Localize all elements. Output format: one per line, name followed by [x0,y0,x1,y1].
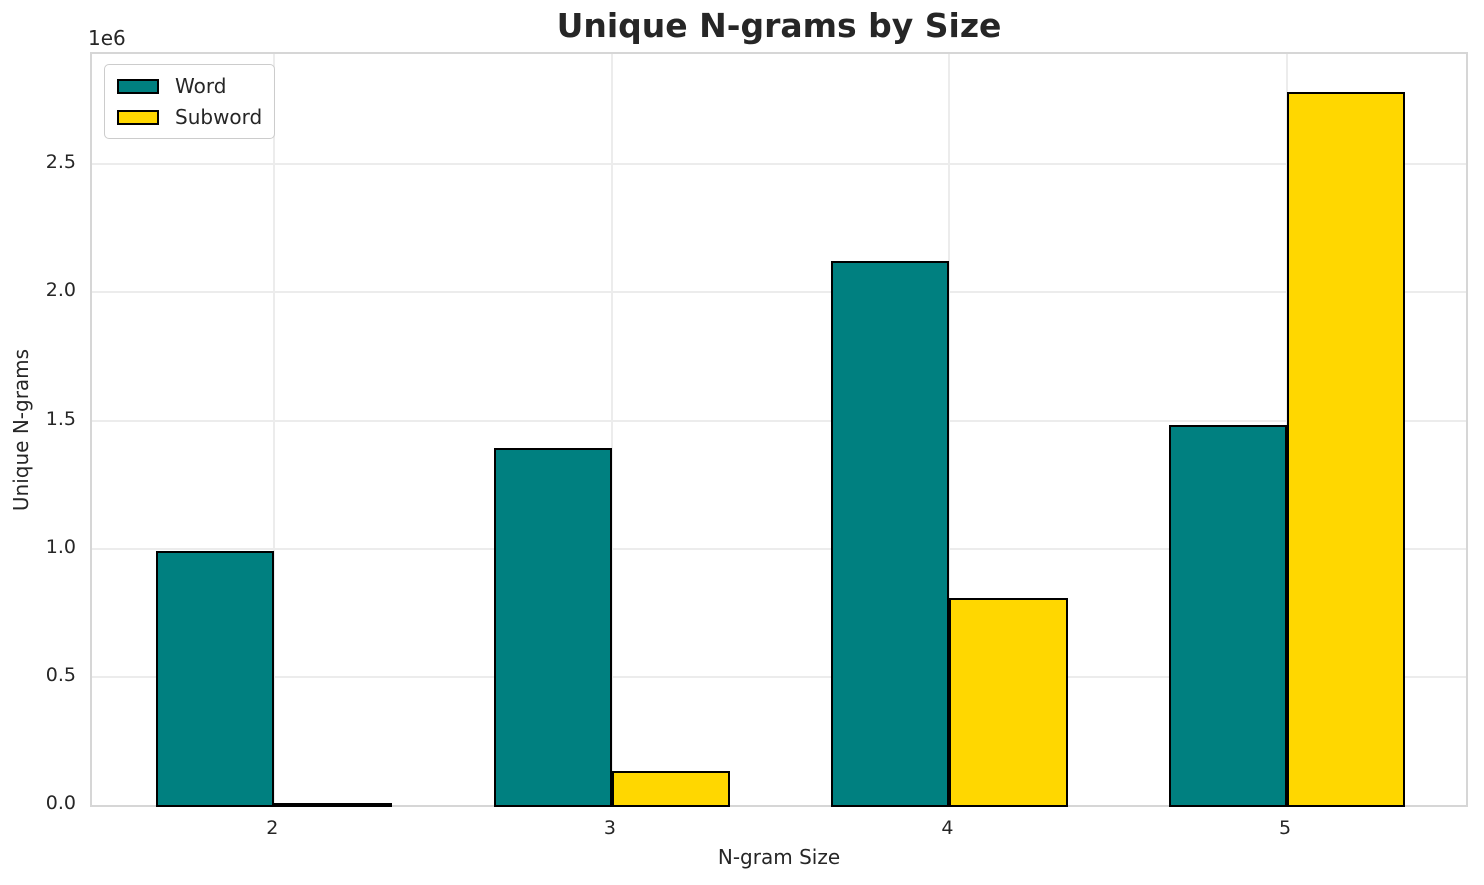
bar-word-4 [831,261,950,807]
bar-subword-2 [274,803,393,807]
y-axis-offset-text: 1e6 [88,26,126,50]
legend-swatch-subword [117,109,159,125]
bar-subword-4 [949,598,1068,807]
legend-item-word: Word [117,74,262,98]
y-tick-label: 1.0 [45,535,76,558]
bar-word-3 [493,448,612,807]
legend-item-subword: Subword [117,105,262,129]
gridline-vertical [610,54,613,805]
gridline-horizontal [92,675,1466,678]
gridline-vertical [948,54,951,805]
y-tick-label: 1.5 [45,407,76,430]
gridline-horizontal [92,419,1466,422]
x-tick-label: 3 [603,817,616,839]
bar-word-2 [156,550,275,807]
y-tick-label: 0.5 [45,663,76,686]
bar-word-5 [1168,425,1288,807]
legend-label-word: Word [175,74,227,98]
legend-swatch-word [117,78,159,94]
y-tick-label: 2.0 [45,279,76,302]
gridline-horizontal [92,163,1466,166]
x-axis-label: N-gram Size [717,845,841,869]
chart-title: Unique N-grams by Size [556,6,1002,45]
gridline-horizontal [92,291,1466,294]
x-tick-label: 4 [941,817,954,839]
x-tick-label: 2 [266,817,279,839]
gridline-vertical [273,54,276,805]
y-tick-label: 2.5 [45,151,76,174]
bar-subword-3 [611,771,731,807]
legend-label-subword: Subword [175,105,263,129]
legend: Word Subword [104,64,276,139]
y-tick-label: 0.0 [45,792,76,814]
gridline-horizontal [92,547,1466,550]
x-tick-label: 5 [1279,817,1292,839]
bar-subword-5 [1287,91,1406,807]
plot-area: Word Subword [90,52,1468,807]
